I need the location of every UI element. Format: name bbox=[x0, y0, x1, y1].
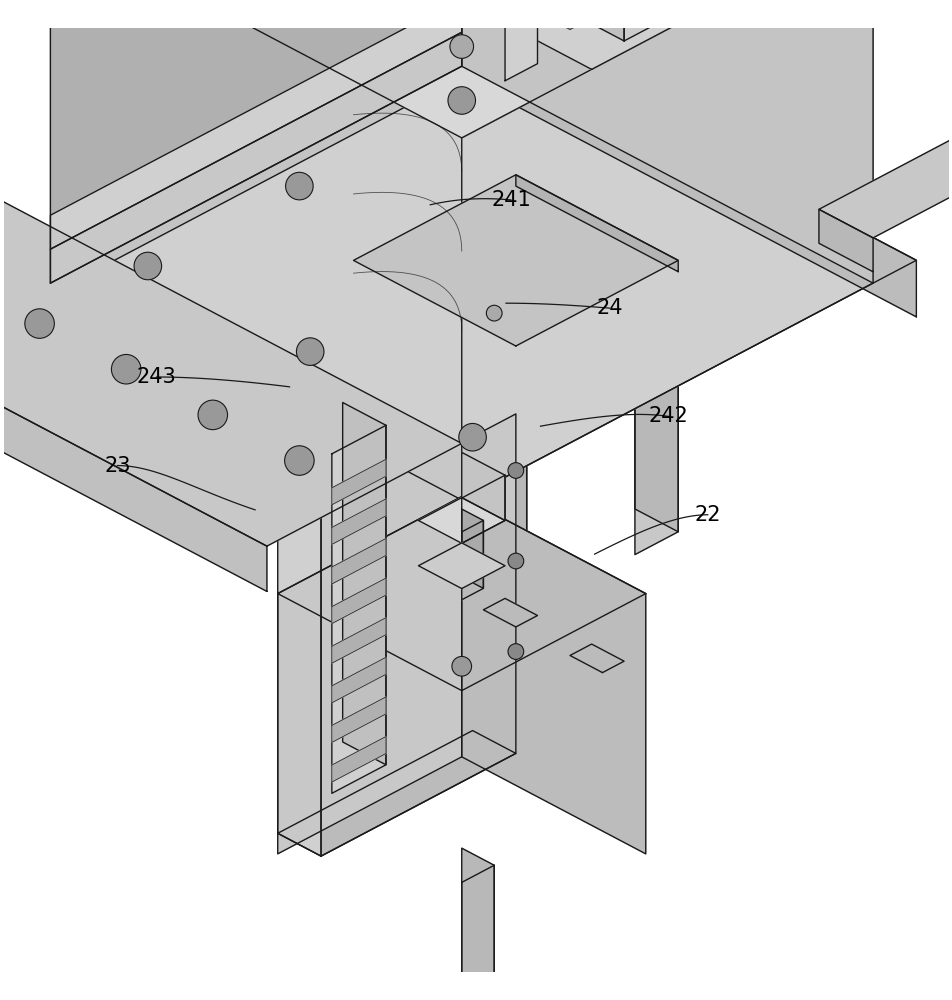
Polygon shape bbox=[277, 497, 462, 854]
Polygon shape bbox=[0, 289, 267, 591]
Polygon shape bbox=[277, 494, 321, 856]
Circle shape bbox=[630, 0, 649, 8]
Polygon shape bbox=[462, 21, 916, 317]
Polygon shape bbox=[331, 657, 386, 703]
Polygon shape bbox=[462, 520, 483, 600]
Circle shape bbox=[447, 87, 475, 114]
Polygon shape bbox=[331, 578, 386, 624]
Polygon shape bbox=[483, 598, 537, 627]
Polygon shape bbox=[386, 984, 537, 1000]
Polygon shape bbox=[624, 0, 699, 41]
Polygon shape bbox=[515, 175, 678, 272]
Circle shape bbox=[296, 338, 324, 365]
Polygon shape bbox=[343, 402, 386, 765]
Polygon shape bbox=[634, 305, 678, 555]
Text: 241: 241 bbox=[490, 190, 530, 210]
Polygon shape bbox=[527, 0, 605, 18]
Polygon shape bbox=[331, 538, 386, 584]
Circle shape bbox=[507, 553, 524, 569]
Polygon shape bbox=[569, 644, 624, 673]
Polygon shape bbox=[309, 294, 353, 543]
Polygon shape bbox=[418, 543, 505, 589]
Polygon shape bbox=[418, 498, 505, 543]
Polygon shape bbox=[550, 0, 627, 6]
Text: 243: 243 bbox=[137, 367, 176, 387]
Polygon shape bbox=[462, 509, 483, 588]
Polygon shape bbox=[277, 497, 645, 691]
Polygon shape bbox=[331, 499, 386, 544]
Polygon shape bbox=[462, 497, 645, 854]
Circle shape bbox=[486, 305, 502, 321]
Polygon shape bbox=[505, 0, 537, 81]
Polygon shape bbox=[591, 0, 624, 41]
Circle shape bbox=[449, 35, 473, 58]
Circle shape bbox=[507, 463, 524, 478]
Circle shape bbox=[111, 354, 141, 384]
Polygon shape bbox=[309, 271, 353, 520]
Polygon shape bbox=[50, 0, 462, 249]
Polygon shape bbox=[483, 385, 526, 635]
Polygon shape bbox=[331, 618, 386, 663]
Text: 242: 242 bbox=[647, 406, 687, 426]
Polygon shape bbox=[428, 0, 678, 6]
Circle shape bbox=[285, 446, 314, 475]
Polygon shape bbox=[428, 0, 840, 69]
Polygon shape bbox=[277, 731, 515, 856]
Circle shape bbox=[134, 252, 162, 280]
Text: 24: 24 bbox=[595, 298, 622, 318]
Polygon shape bbox=[505, 0, 583, 29]
Polygon shape bbox=[645, 0, 678, 7]
Polygon shape bbox=[634, 283, 678, 532]
Polygon shape bbox=[483, 363, 526, 612]
Polygon shape bbox=[331, 697, 386, 742]
Polygon shape bbox=[462, 475, 505, 543]
Polygon shape bbox=[462, 0, 872, 283]
Polygon shape bbox=[0, 187, 462, 546]
Circle shape bbox=[25, 309, 54, 338]
Polygon shape bbox=[462, 0, 872, 500]
Polygon shape bbox=[331, 737, 386, 782]
Polygon shape bbox=[7, 21, 462, 317]
Circle shape bbox=[507, 644, 524, 659]
Circle shape bbox=[451, 656, 471, 676]
Polygon shape bbox=[462, 452, 505, 520]
Polygon shape bbox=[462, 865, 494, 1000]
Circle shape bbox=[286, 172, 313, 200]
Circle shape bbox=[451, 566, 471, 586]
Polygon shape bbox=[462, 848, 494, 1000]
Polygon shape bbox=[353, 175, 678, 346]
Polygon shape bbox=[331, 459, 386, 505]
Polygon shape bbox=[818, 0, 952, 238]
Polygon shape bbox=[50, 0, 872, 138]
Polygon shape bbox=[50, 0, 462, 283]
Polygon shape bbox=[50, 32, 462, 283]
Polygon shape bbox=[331, 425, 386, 793]
Text: 23: 23 bbox=[104, 456, 130, 476]
Polygon shape bbox=[818, 209, 872, 272]
Circle shape bbox=[526, 0, 548, 18]
Circle shape bbox=[458, 423, 486, 451]
Polygon shape bbox=[462, 191, 505, 440]
Polygon shape bbox=[462, 214, 505, 463]
Polygon shape bbox=[7, 21, 916, 500]
Circle shape bbox=[198, 400, 228, 430]
Polygon shape bbox=[462, 984, 537, 1000]
Polygon shape bbox=[386, 984, 462, 1000]
Polygon shape bbox=[321, 414, 515, 856]
Text: 22: 22 bbox=[694, 505, 721, 525]
